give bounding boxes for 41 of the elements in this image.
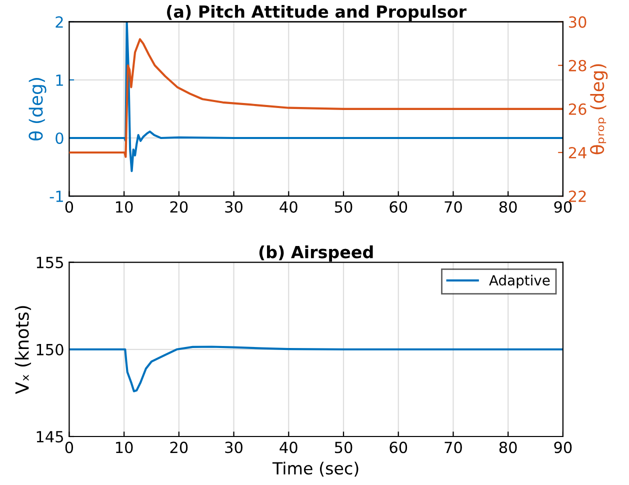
x-tick-label: 70 bbox=[444, 442, 462, 454]
y2-axis-title: θₚᵣₒₚ (deg) bbox=[590, 64, 608, 154]
y2-tick-label: 26 bbox=[568, 103, 586, 115]
x-tick-label: 50 bbox=[334, 201, 352, 213]
x-tick-label: 10 bbox=[116, 442, 133, 454]
x-tick-label: 40 bbox=[280, 442, 298, 454]
x-tick-label: 0 bbox=[65, 442, 74, 454]
chart-title: (a) Pitch Attitude and Propulsor bbox=[167, 4, 467, 22]
x-tick-label: 60 bbox=[390, 442, 408, 454]
x-tick-label: 60 bbox=[390, 201, 408, 213]
y2-tick-label: 22 bbox=[568, 190, 586, 202]
x-tick-label: 10 bbox=[116, 201, 133, 213]
x-tick-label: 30 bbox=[225, 201, 242, 213]
y-tick-label: -1 bbox=[50, 190, 63, 202]
x-tick-label: 20 bbox=[170, 442, 188, 454]
x-tick-label: 50 bbox=[334, 442, 352, 454]
x-tick-label: 80 bbox=[499, 201, 517, 213]
x-tick-label: 90 bbox=[554, 442, 572, 454]
y-tick-label: 145 bbox=[36, 431, 63, 443]
x-tick-label: 20 bbox=[170, 201, 188, 213]
y-tick-label: 0 bbox=[56, 132, 64, 144]
x-tick-label: 40 bbox=[280, 201, 298, 213]
y-tick-label: 2 bbox=[56, 16, 63, 28]
line-series bbox=[69, 38, 563, 158]
y2-tick-label: 24 bbox=[568, 146, 586, 158]
x-tick-label: 80 bbox=[499, 442, 517, 454]
line-series bbox=[69, 346, 563, 392]
y-tick-label: 155 bbox=[36, 256, 63, 268]
legend-label: Adaptive bbox=[489, 274, 550, 288]
x-tick-label: 90 bbox=[554, 201, 572, 213]
y2-tick-label: 28 bbox=[568, 60, 586, 72]
y-axis-title: θ (deg) bbox=[28, 78, 46, 140]
x-tick-label: 70 bbox=[444, 201, 462, 213]
x-tick-label: 0 bbox=[65, 201, 74, 213]
x-axis-title: Time (sec) bbox=[272, 462, 358, 477]
y-tick-label: 150 bbox=[36, 344, 64, 356]
x-tick-label: 30 bbox=[225, 442, 242, 454]
chart-title: (b) Airspeed bbox=[259, 245, 373, 262]
y-axis-title: Vₓ (knots) bbox=[14, 306, 32, 394]
y2-tick-label: 30 bbox=[568, 16, 586, 28]
y-tick-label: 1 bbox=[56, 74, 63, 86]
